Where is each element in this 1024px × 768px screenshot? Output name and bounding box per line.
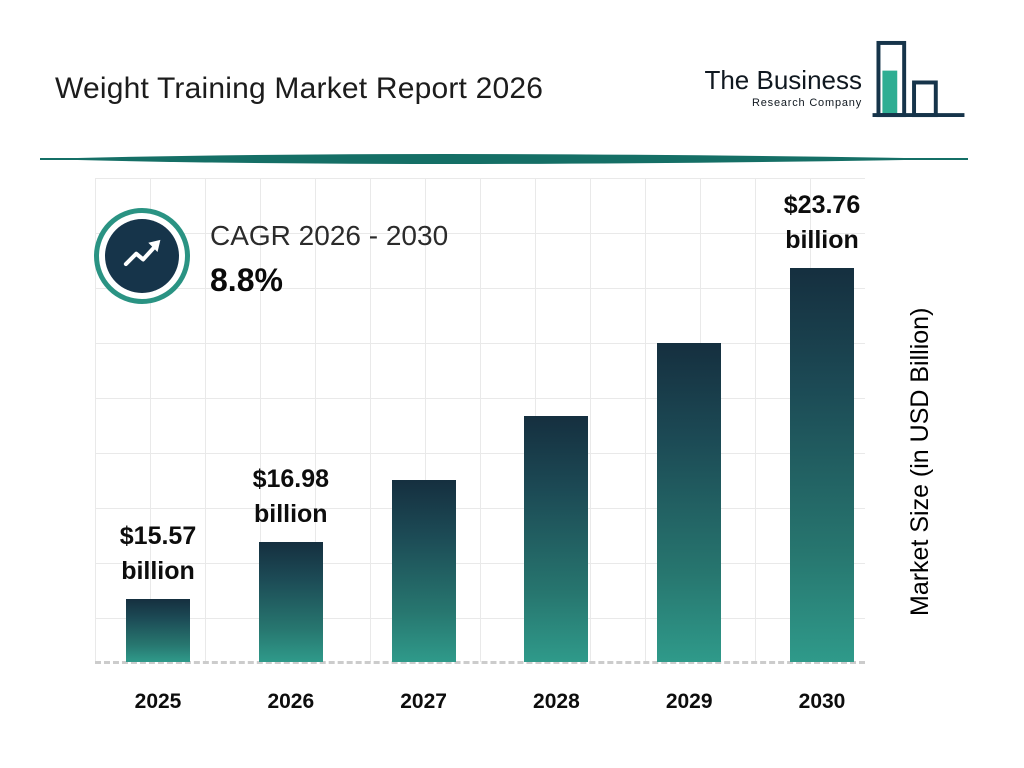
bar-2030 [790, 268, 854, 662]
company-logo-name: The Business [704, 65, 862, 95]
bar-group-2027: 2027 [391, 178, 456, 713]
logo-short-bar [912, 80, 938, 118]
company-logo-text: The Business Research Company [704, 66, 862, 109]
company-logo: The Business Research Company [704, 38, 968, 122]
bar-group-2026: $16.98 billion 2026 [253, 178, 329, 713]
y-axis-label: Market Size (in USD Billion) [906, 307, 934, 617]
company-logo-subtitle: Research Company [751, 96, 862, 109]
chart-plot-area: $15.57 billion 2025 $16.98 billion 2026 2027 20… [95, 178, 865, 713]
cagr-badge [94, 208, 190, 304]
bar-2026 [258, 542, 323, 662]
cagr-label: CAGR 2026 - 2030 [210, 220, 449, 251]
page-title: Weight Training Market Report 2026 [55, 72, 544, 106]
logo-teal-bar [882, 70, 898, 116]
x-axis-tick-2028: 2028 [533, 690, 580, 713]
bar-2028 [524, 416, 589, 662]
bar-2025 [126, 599, 190, 662]
bar-group-2025: $15.57 billion 2025 [120, 178, 196, 713]
bar-value-label-2025: $15.57 billion [119, 522, 197, 585]
trend-up-arrow-icon [123, 239, 161, 267]
divider-line [40, 154, 968, 164]
bar-group-2030: $23.76 billion 2030 [784, 178, 860, 713]
x-axis-tick-2026: 2026 [267, 690, 315, 713]
cagr-text-block: CAGR 2026 - 2030 8.8% [210, 220, 448, 299]
x-axis-dashed-baseline [95, 661, 865, 664]
x-axis-tick-2030: 2030 [798, 690, 846, 713]
cagr-value: 8.8% [210, 262, 283, 298]
bar-group-2028: 2028 [524, 178, 589, 713]
bar-2029 [657, 343, 722, 662]
x-axis-tick-2027: 2027 [400, 690, 447, 713]
cagr-badge-inner-circle [105, 219, 179, 293]
bar-chart-logo-icon [872, 40, 965, 118]
bar-group-2029: 2029 [657, 178, 722, 713]
bar-value-label-2026: $16.98 billion [252, 465, 330, 528]
x-axis-tick-2029: 2029 [665, 690, 713, 713]
x-axis-tick-2025: 2025 [134, 690, 182, 713]
bar-2027 [391, 480, 456, 662]
bar-value-label-2030: $23.76 billion [783, 191, 861, 254]
